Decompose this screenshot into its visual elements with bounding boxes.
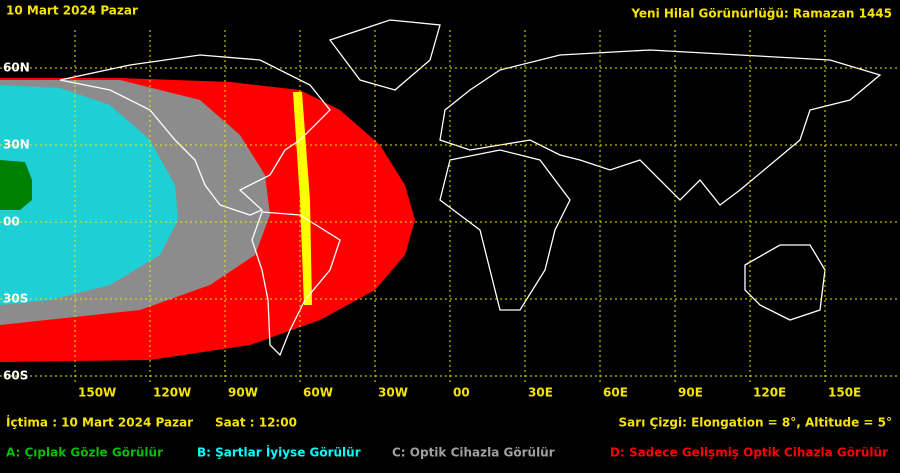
africa [439, 149, 571, 311]
south-america [251, 211, 341, 357]
conjunction: İçtima : 10 Mart 2024 Pazar [6, 415, 193, 430]
lon-label: 30E [528, 386, 553, 400]
legend-entry: C: Optik Cihazla Görülür [392, 446, 555, 460]
lat-label: 30N [3, 138, 30, 152]
lon-label: 90E [678, 386, 703, 400]
lon-label: 120W [153, 386, 191, 400]
lon-label: 60E [603, 386, 628, 400]
lat-label: 00 [3, 215, 20, 229]
yellow-line [293, 92, 312, 305]
legend-entry: A: Çıplak Gözle Görülür [6, 446, 163, 460]
title: Yeni Hilal Görünürlüğü: Ramazan 1445 [630, 7, 892, 21]
lon-label: 150W [78, 386, 116, 400]
lat-label: 60S [3, 369, 28, 383]
lat-label: 30S [3, 292, 28, 306]
date: 10 Mart 2024 Pazar [6, 4, 138, 18]
lon-label: 30W [378, 386, 408, 400]
visibility-zones [0, 78, 415, 362]
lat-label: 60N [3, 61, 30, 75]
legend-entry: B: Şartlar İyiyse Görülür [197, 445, 361, 460]
north-america [59, 54, 331, 216]
legend-entry: D: Sadece Gelişmiş Optik Cihazla Görülür [610, 446, 888, 460]
lon-label: 90W [228, 386, 258, 400]
lon-label: 00 [453, 386, 470, 400]
lon-label: 150E [828, 386, 861, 400]
lon-label: 120E [753, 386, 786, 400]
coordinate-labels: 60N 30N 00 30S 60S 150W 120W 90W 60W 30W 00 30E 60E 9… [3, 61, 861, 400]
zone-a [0, 160, 32, 210]
lon-label: 60W [303, 386, 333, 400]
greenland [328, 19, 441, 91]
legend: A: Çıplak Gözle Görülür B: Şartlar İyiyse… [6, 445, 888, 460]
time: Saat : 12:00 [215, 416, 297, 430]
zone-b [0, 85, 178, 305]
yellow-line-note: Sarı Çizgi: Elongation = 8°, Altitude = … [619, 416, 892, 430]
eurasia [439, 49, 882, 206]
graticule [0, 30, 900, 385]
